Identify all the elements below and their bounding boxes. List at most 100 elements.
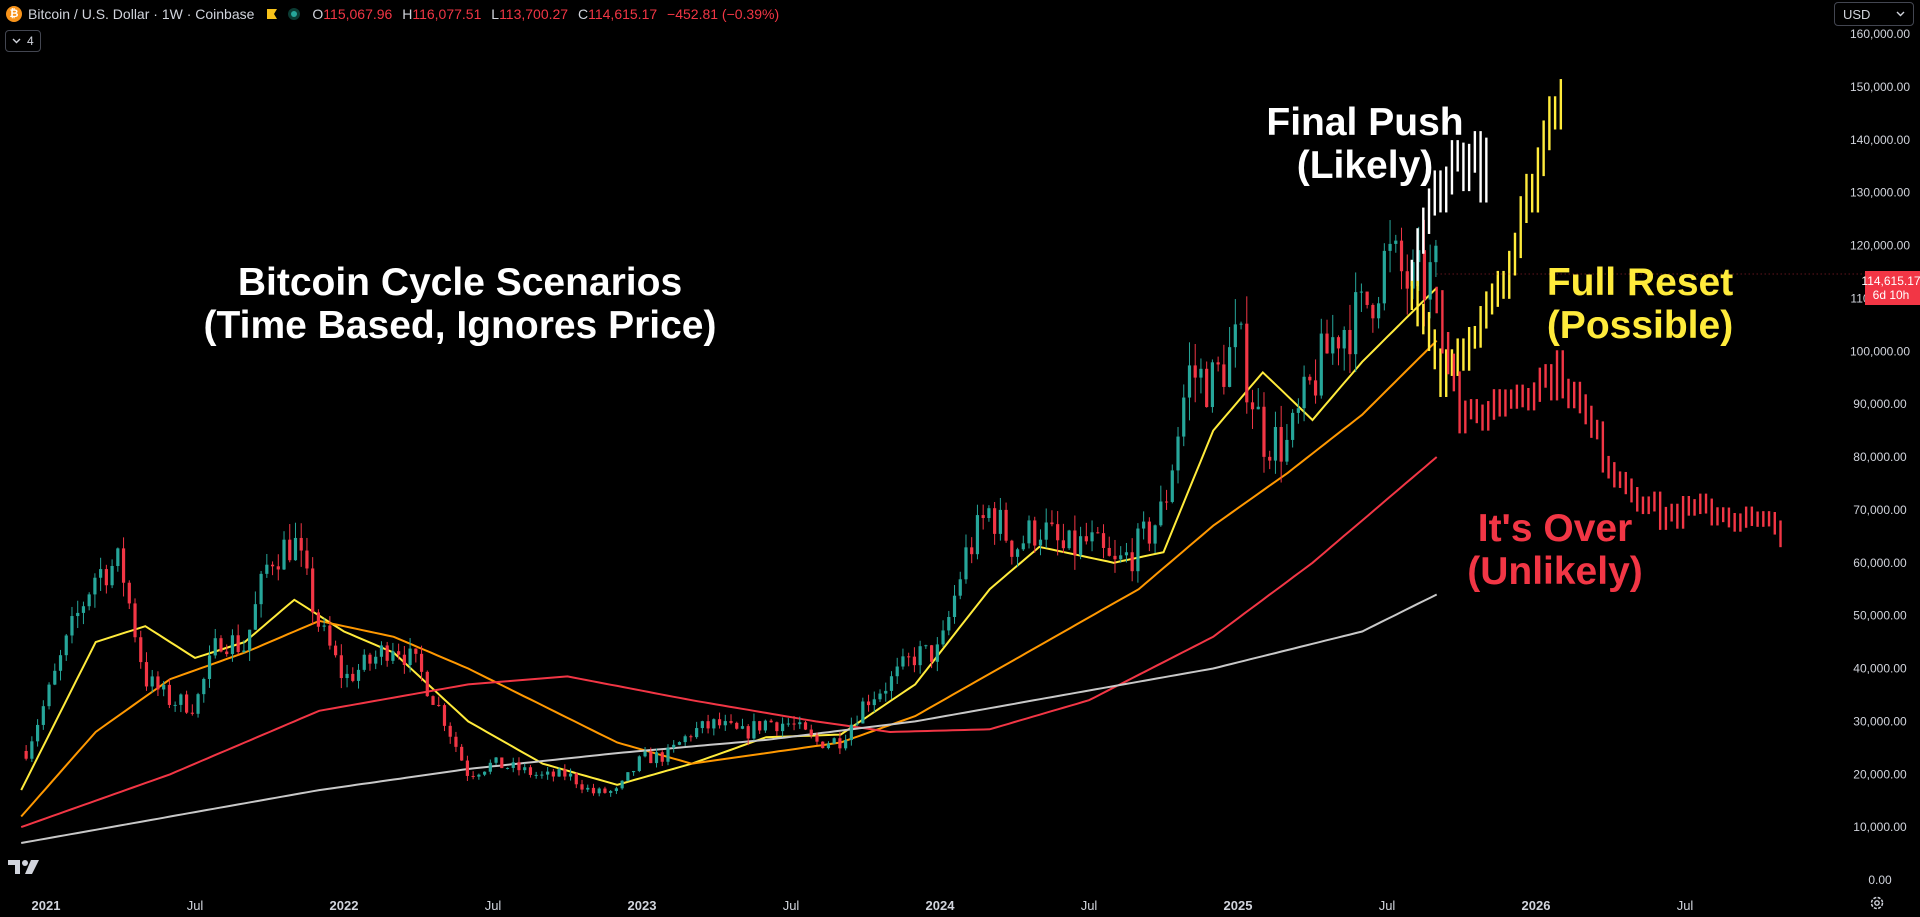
time-axis-label: Jul	[485, 898, 502, 913]
time-axis-label: 2026	[1522, 898, 1551, 913]
candle-body	[150, 676, 154, 687]
candle-body	[24, 750, 28, 759]
candle-body	[53, 670, 57, 685]
candle-body	[907, 656, 911, 658]
candle-body	[253, 604, 257, 630]
candle-body	[918, 646, 922, 666]
candle-body	[133, 603, 137, 638]
candle-body	[769, 720, 773, 723]
candle-body	[586, 787, 590, 790]
candle-body	[333, 645, 338, 656]
candle-body	[695, 728, 699, 738]
scenario-projections	[1410, 79, 1865, 548]
candle-body	[1101, 533, 1106, 548]
candle-body	[723, 721, 727, 726]
indicator-count: 4	[27, 34, 34, 48]
candle-body	[935, 644, 939, 662]
candle-body	[471, 775, 475, 777]
price-axis-label: 70,000.00	[1853, 503, 1907, 517]
price-axis[interactable]: 160,000.00 150,000.00 140,000.00 130,000.00…	[1850, 27, 1910, 887]
time-axis-label: Jul	[1379, 898, 1396, 913]
candle-body	[328, 625, 332, 646]
open-value: 115,067.96	[323, 6, 393, 22]
currency-select[interactable]: USD	[1834, 2, 1914, 26]
price-axis-label: 80,000.00	[1853, 450, 1907, 464]
indicators-toggle-button[interactable]: 4	[5, 30, 41, 52]
candle-body	[941, 630, 945, 645]
candle-body	[288, 539, 292, 561]
candle-body	[889, 676, 894, 691]
candle-body	[30, 741, 34, 759]
candle-body	[385, 645, 389, 661]
candle-body	[460, 746, 464, 761]
candle-body	[563, 769, 567, 777]
final-push-line-1: Final Push	[1266, 101, 1464, 144]
candle-body	[838, 738, 842, 749]
symbol-title[interactable]: Bitcoin / U.S. Dollar · 1W · Coinbase	[28, 6, 255, 22]
time-axis-label: 2025	[1224, 898, 1253, 913]
candle-body	[1336, 337, 1341, 349]
candle-body	[425, 671, 429, 697]
price-axis-label: 120,000.00	[1850, 239, 1910, 253]
time-axis[interactable]: 2021 Jul 2022 Jul 2023 Jul 2024 Jul 2025 Jul 2026 J…	[32, 898, 1694, 913]
last-price-tag: 114,615.17 6d 10h	[1861, 271, 1920, 305]
candle-body	[597, 788, 601, 794]
candle-body	[448, 725, 452, 737]
price-axis-label: 40,000.00	[1853, 662, 1907, 676]
candle-body	[414, 648, 418, 654]
candle-body	[666, 747, 670, 762]
candle-body	[546, 771, 550, 775]
flag-icon[interactable]	[266, 8, 278, 20]
candle-body	[1227, 347, 1232, 387]
tradingview-logo-icon[interactable]	[8, 858, 42, 876]
chevron-down-icon	[1896, 11, 1905, 17]
candle-body	[1170, 470, 1174, 502]
candle-body	[929, 645, 934, 662]
price-axis-label: 20,000.00	[1853, 767, 1907, 781]
candle-body	[311, 568, 315, 613]
candle-body	[1159, 501, 1163, 526]
candle-body	[35, 724, 40, 742]
price-axis-label: 30,000.00	[1853, 714, 1907, 728]
candle-body	[792, 723, 796, 725]
candle-body	[345, 673, 349, 679]
candle-body	[735, 722, 739, 729]
candle-body	[551, 771, 555, 777]
candle-body	[1428, 262, 1432, 300]
candle-body	[1354, 292, 1358, 355]
candle-body	[1153, 525, 1157, 544]
candle-body	[534, 774, 538, 776]
candle-body	[1061, 540, 1066, 549]
candle-body	[391, 651, 395, 661]
candle-body	[1033, 520, 1037, 546]
time-axis-label: Jul	[187, 898, 204, 913]
time-axis-label: Jul	[1677, 898, 1694, 913]
candle-body	[379, 645, 384, 657]
candle-body	[173, 704, 177, 706]
candle-body	[505, 767, 510, 769]
candle-body	[786, 723, 790, 725]
candle-body	[41, 706, 45, 725]
candle-body	[1107, 547, 1111, 556]
candle-body	[104, 569, 108, 586]
candle-body	[580, 784, 584, 790]
candle-body	[500, 757, 504, 769]
candle-body	[1388, 243, 1392, 251]
candle-body	[368, 654, 372, 664]
chevron-down-icon	[12, 38, 21, 44]
candle-body	[76, 612, 80, 617]
candle-body	[1268, 456, 1272, 461]
candle-body	[844, 740, 848, 749]
title-annotation: Bitcoin Cycle Scenarios (Time Based, Ign…	[160, 261, 760, 348]
high-label: H	[402, 6, 413, 22]
title-line-1: Bitcoin Cycle Scenarios	[237, 261, 683, 304]
candle-body	[1342, 329, 1346, 349]
candle-body	[1422, 250, 1427, 300]
market-open-status-icon	[288, 8, 301, 20]
candle-body	[591, 787, 596, 794]
settings-gear-icon[interactable]	[1869, 895, 1885, 911]
candle-body	[1405, 271, 1409, 289]
full-reset-annotation: Full Reset (Possible)	[1520, 261, 1760, 348]
candle-body	[798, 722, 802, 725]
